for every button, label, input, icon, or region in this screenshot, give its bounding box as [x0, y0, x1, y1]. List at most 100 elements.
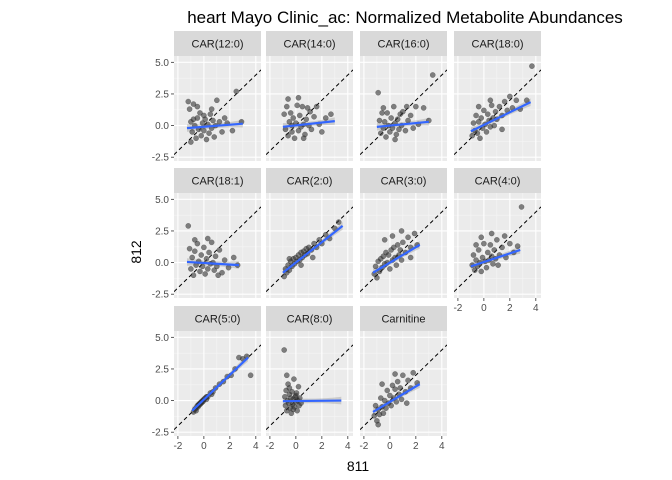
data-point — [203, 136, 210, 143]
identity-line — [360, 344, 447, 431]
data-point — [478, 115, 485, 121]
data-point — [311, 240, 317, 247]
data-point — [216, 247, 223, 253]
facet-label: CAR(18:1) — [192, 176, 244, 188]
data-point — [475, 118, 482, 125]
facet-label: CAR(12:0) — [192, 39, 244, 51]
data-point — [390, 244, 397, 251]
data-point — [193, 135, 199, 142]
data-point — [477, 135, 483, 142]
data-point — [475, 247, 482, 253]
data-point — [398, 396, 405, 403]
data-point — [319, 129, 325, 135]
facet-strip — [266, 168, 353, 193]
data-point — [290, 115, 297, 121]
data-point — [487, 97, 494, 104]
data-point — [490, 261, 496, 267]
data-point — [295, 127, 302, 134]
regression-line — [191, 356, 249, 412]
facet-strip — [266, 31, 353, 56]
data-point — [494, 237, 500, 243]
data-point — [475, 103, 482, 110]
y-tick-label: 5.0 — [155, 195, 169, 206]
data-point — [219, 129, 225, 135]
data-point — [374, 274, 380, 281]
data-point — [202, 271, 208, 277]
data-point — [283, 103, 290, 110]
data-point — [507, 93, 513, 100]
facet-strip — [454, 31, 541, 56]
panel-background — [174, 193, 261, 298]
data-point — [303, 116, 310, 123]
regression-line — [470, 248, 521, 268]
y-tick-label: 0.0 — [155, 121, 169, 132]
data-point — [481, 240, 487, 247]
data-point — [380, 253, 387, 260]
data-point — [194, 240, 201, 247]
facet-CAR(18:1): CAR(18:1) — [174, 168, 261, 298]
data-point — [372, 263, 379, 270]
facet-strip — [360, 306, 447, 331]
data-point — [405, 234, 411, 241]
y-tick-label: -2.5 — [152, 153, 170, 164]
data-point — [289, 129, 295, 135]
data-point — [247, 372, 254, 379]
data-point — [384, 387, 391, 394]
data-point — [304, 105, 311, 111]
facet-label: CAR(5:0) — [195, 314, 241, 326]
y-tick-label: -2.5 — [152, 428, 170, 439]
data-point — [410, 125, 417, 131]
facet-CAR(16:0): CAR(16:0) — [360, 31, 447, 161]
facet-CAR(3:0): CAR(3:0) — [360, 168, 447, 298]
x-tick-label: -2 — [359, 441, 368, 452]
facet-label: CAR(8:0) — [287, 314, 333, 326]
data-point — [478, 268, 485, 275]
data-point — [375, 421, 381, 428]
data-point — [393, 131, 400, 138]
data-point — [390, 103, 397, 110]
data-point — [230, 254, 237, 261]
facet-CAR(4:0): CAR(4:0) — [454, 168, 541, 298]
data-point — [407, 112, 414, 119]
data-point — [281, 347, 287, 353]
data-point — [491, 247, 498, 253]
data-point — [407, 254, 414, 261]
data-point — [380, 105, 387, 111]
data-point — [287, 110, 294, 116]
data-point — [377, 130, 384, 136]
facet-strip — [174, 168, 261, 193]
data-point — [398, 257, 405, 263]
data-point — [229, 127, 236, 134]
data-point — [398, 228, 405, 234]
facet-strip — [360, 168, 447, 193]
data-point — [397, 385, 404, 391]
data-point — [403, 103, 410, 110]
data-point — [479, 254, 486, 261]
data-point — [379, 381, 385, 387]
identity-line — [266, 69, 353, 156]
identity-line — [360, 206, 447, 293]
identity-line — [454, 206, 541, 293]
data-point — [388, 402, 394, 409]
facet-label: Carnitine — [381, 314, 425, 326]
y-axis-title: 812 — [128, 240, 144, 264]
data-point — [191, 237, 198, 243]
data-point — [471, 267, 478, 273]
data-point — [299, 103, 306, 110]
regression-line — [282, 120, 335, 128]
identity-line — [360, 69, 447, 156]
data-point — [473, 242, 479, 248]
data-point — [296, 112, 303, 119]
data-point — [396, 126, 402, 133]
x-tick-label: 0 — [201, 441, 207, 452]
data-point — [201, 127, 207, 134]
data-point — [281, 273, 287, 280]
data-point — [211, 134, 218, 140]
data-point — [221, 257, 228, 263]
data-point — [513, 97, 520, 104]
facet-strip — [174, 306, 261, 331]
data-point — [383, 134, 389, 140]
data-point — [499, 126, 505, 133]
data-point — [402, 127, 409, 134]
data-point — [403, 400, 410, 406]
